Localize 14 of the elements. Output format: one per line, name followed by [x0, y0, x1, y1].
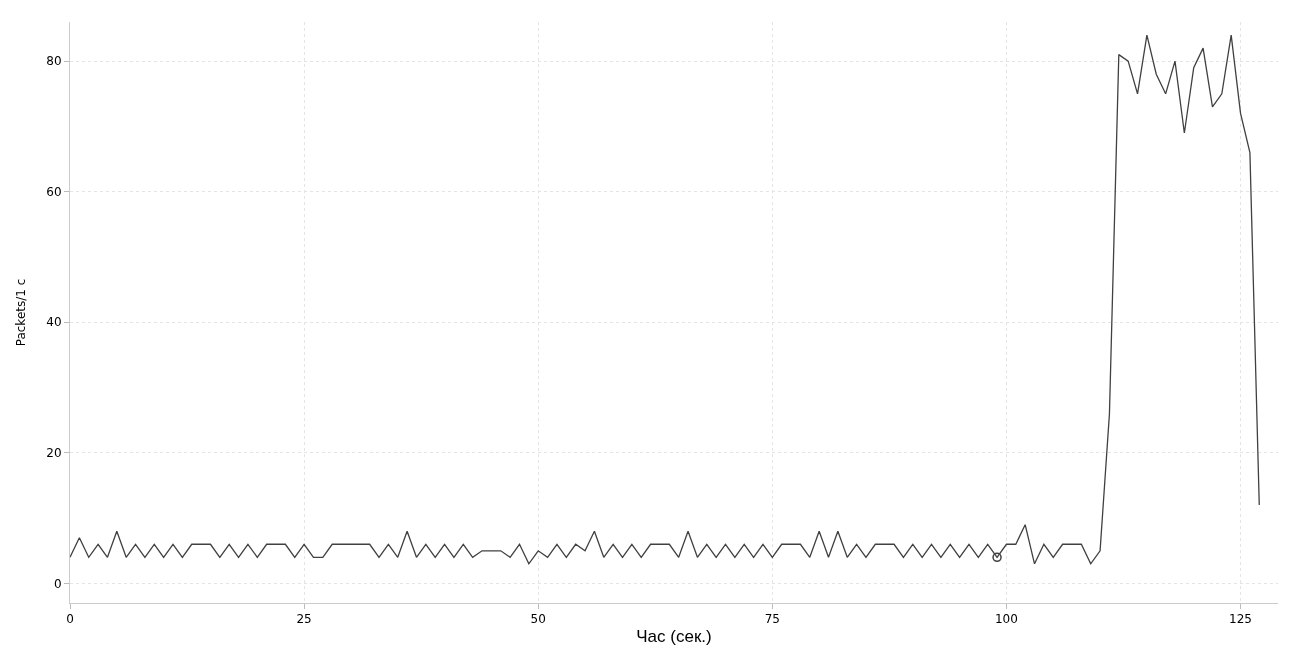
x-tick-label: 100: [994, 612, 1018, 627]
y-tick-label: 80: [46, 54, 62, 69]
x-tick-label: 50: [530, 612, 546, 627]
x-tick-label: 25: [296, 612, 312, 627]
x-tick-label: 125: [1229, 612, 1252, 627]
y-tick-label: 0: [53, 576, 62, 591]
y-tick-label: 60: [46, 184, 62, 199]
x-axis-title: Час (сек.): [636, 626, 712, 646]
y-tick-label: 40: [46, 315, 62, 330]
x-tick-label: 75: [764, 612, 780, 627]
line-series: [70, 34, 1260, 565]
y-axis-title: Packets/1 c: [13, 278, 28, 347]
x-tick-label: 0: [66, 612, 74, 627]
y-tick-label: 20: [46, 446, 62, 461]
